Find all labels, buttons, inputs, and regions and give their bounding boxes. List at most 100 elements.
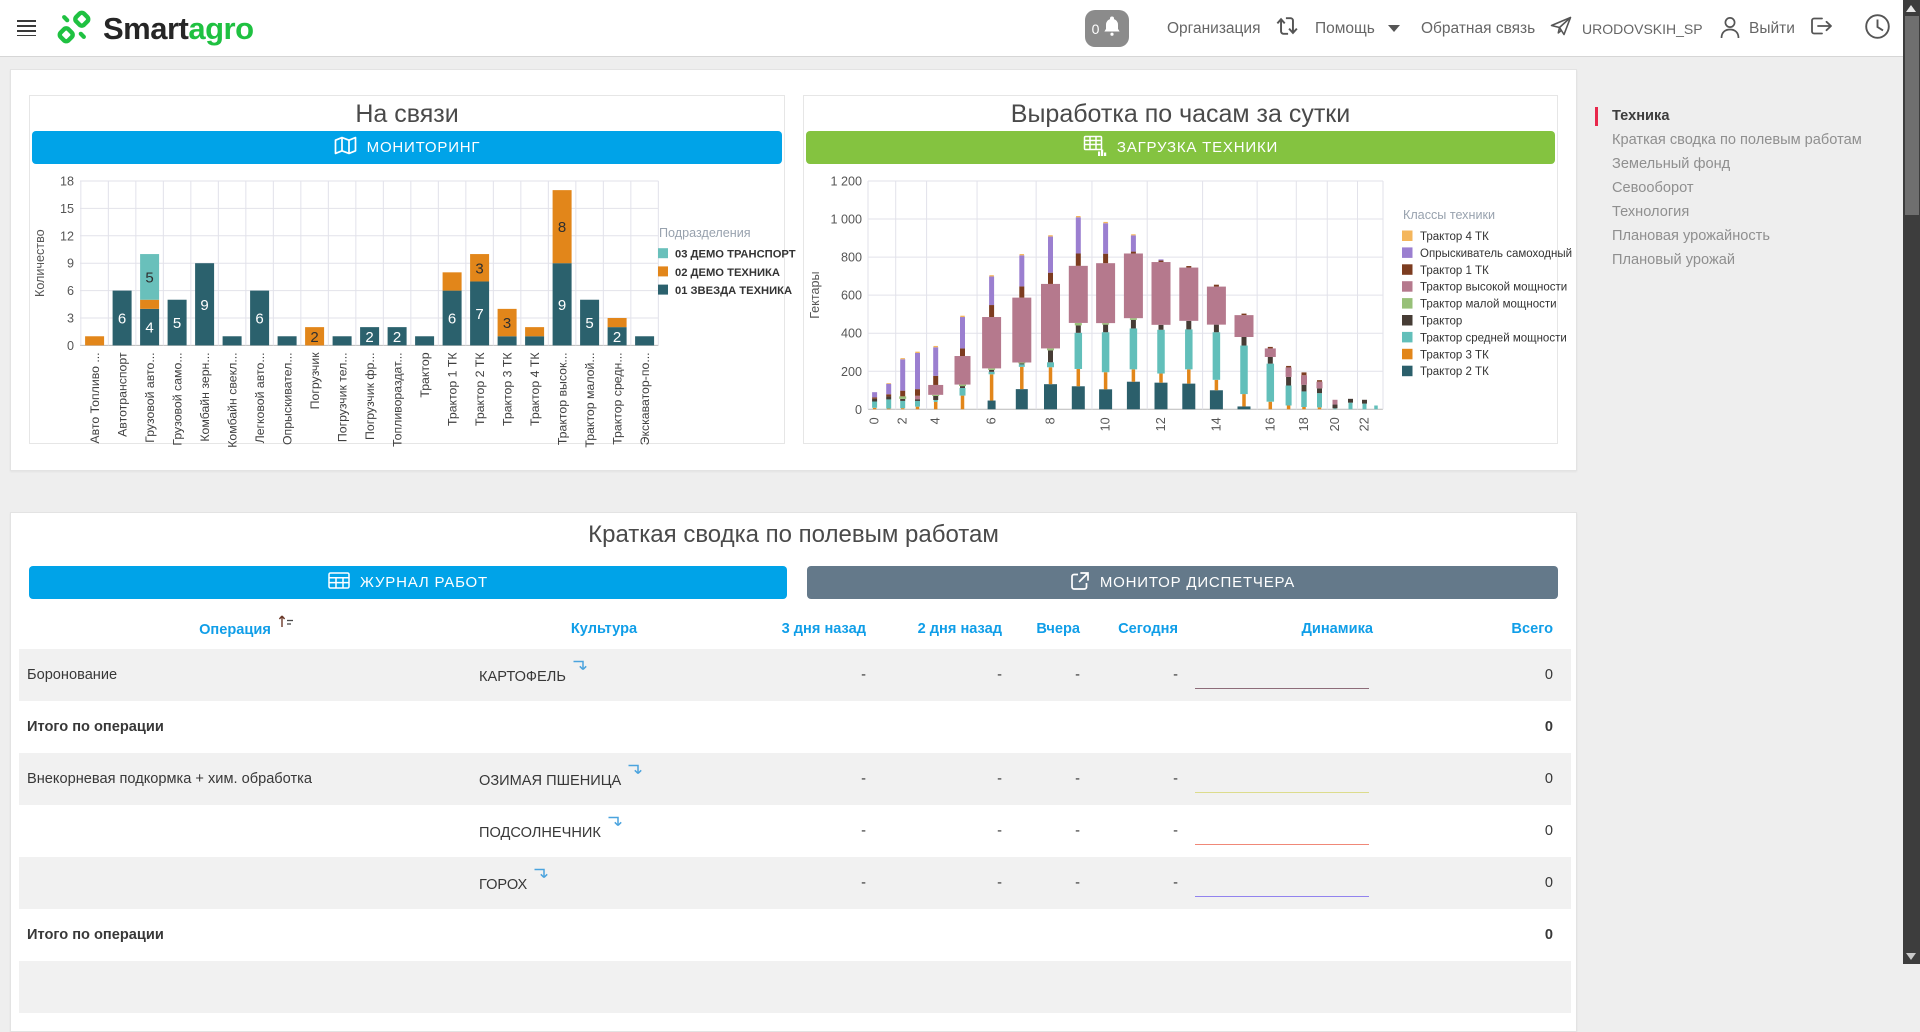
sidebar-item-1[interactable]: Техника: [1586, 104, 1896, 128]
svg-text:Трактор 4 ТК: Трактор 4 ТК: [1420, 231, 1489, 243]
svg-text:6: 6: [448, 311, 456, 328]
col-yesterday[interactable]: Вчера: [1036, 620, 1080, 637]
cell-2days: [866, 701, 1002, 753]
cell-today: -: [1173, 823, 1178, 839]
drilldown-icon[interactable]: [627, 764, 644, 782]
svg-text:0: 0: [855, 403, 862, 417]
cell-culture[interactable]: КАРТОФЕЛЬ: [474, 649, 734, 701]
cell-total: 0: [1544, 667, 1553, 683]
svg-text:5: 5: [145, 269, 153, 286]
field-works-table: Операция Культура 3 дня назад 2 дня: [19, 608, 1571, 1013]
col-total[interactable]: Всего: [1511, 620, 1553, 637]
sidebar-item-2[interactable]: Краткая сводка по полевым работам: [1612, 132, 1862, 148]
help-label: Помощь: [1315, 19, 1375, 37]
cell-today: -: [1173, 667, 1178, 683]
dynamics-sparkline: [1195, 843, 1369, 845]
monitoring-button-label: МОНИТОРИНГ: [366, 139, 481, 156]
sidebar-item-6[interactable]: Плановая урожайность: [1612, 228, 1770, 244]
svg-text:2: 2: [310, 329, 318, 346]
feedback-menu[interactable]: Обратная связь: [1421, 0, 1573, 57]
cell-2days: -: [997, 771, 1002, 787]
dispatcher-monitor-button[interactable]: МОНИТОР ДИСПЕТЧЕРА: [807, 566, 1558, 599]
monitoring-button[interactable]: МОНИТОРИНГ: [32, 131, 782, 164]
field-works-panel: Краткая сводка по полевым работам ЖУРНАЛ…: [10, 512, 1577, 1032]
logo-emblem-icon: [52, 5, 96, 54]
notifications-button[interactable]: 0: [1085, 10, 1129, 47]
dynamics-sparkline: [1195, 895, 1369, 897]
organization-menu[interactable]: Организация: [1167, 0, 1300, 57]
help-menu[interactable]: Помощь: [1315, 0, 1400, 57]
svg-text:Трактор высокой мощности: Трактор высокой мощности: [1420, 282, 1567, 294]
cell-3days: -: [861, 823, 866, 839]
cell-culture[interactable]: ОЗИМАЯ ПШЕНИЦА: [474, 753, 734, 805]
svg-text:01 ЗВЕЗДА ТЕХНИКА: 01 ЗВЕЗДА ТЕХНИКА: [675, 285, 792, 297]
svg-text:Трактор малой мощности: Трактор малой мощности: [1420, 299, 1557, 311]
cell-2days: -: [997, 823, 1002, 839]
cell-dynamics: [1178, 649, 1373, 701]
notifications-count: 0: [1091, 20, 1100, 37]
svg-text:6: 6: [985, 417, 999, 424]
svg-text:0: 0: [67, 339, 74, 353]
journal-button[interactable]: ЖУРНАЛ РАБОТ: [29, 566, 787, 599]
svg-text:14: 14: [1209, 417, 1223, 431]
table-icon: [328, 572, 350, 593]
user-menu[interactable]: URODOVSKIH_SP: [1582, 0, 1742, 57]
sidebar-item-3[interactable]: Земельный фонд: [1612, 156, 1731, 172]
bell-icon: [1102, 15, 1122, 42]
svg-text:5: 5: [173, 315, 181, 332]
logout-button[interactable]: Выйти: [1749, 0, 1834, 57]
col-today[interactable]: Сегодня: [1118, 620, 1178, 637]
cell-total: 0: [1544, 823, 1553, 839]
cell-operation: Боронование: [27, 667, 118, 683]
svg-text:Трактор 2 ТК: Трактор 2 ТК: [1420, 366, 1489, 378]
svg-text:20: 20: [1328, 417, 1342, 431]
col-2days[interactable]: 2 дня назад: [917, 620, 1002, 637]
svg-text:Комбайн свекл...: Комбайн свекл...: [226, 352, 240, 447]
cell-dynamics: [1178, 753, 1373, 805]
page-scrollbar[interactable]: [1903, 0, 1920, 964]
scroll-down-icon[interactable]: [1906, 953, 1916, 960]
svg-text:6: 6: [67, 284, 74, 298]
svg-text:3: 3: [503, 315, 511, 332]
col-culture[interactable]: Культура: [570, 620, 638, 637]
sidebar-item-7[interactable]: Плановый урожай: [1612, 252, 1735, 268]
drilldown-icon[interactable]: [607, 816, 624, 834]
svg-text:Автотранспорт: Автотранспорт: [116, 352, 130, 437]
top-bar: Smartagro 0 Организация Помощь Обратная …: [0, 0, 1920, 57]
history-button[interactable]: [1864, 0, 1891, 57]
external-link-icon: [1070, 571, 1090, 595]
load-equipment-button[interactable]: ЗАГРУЗКА ТЕХНИКИ: [806, 131, 1555, 164]
svg-text:Погрузчик: Погрузчик: [308, 352, 322, 410]
output-by-hour-chart: 0 200 400 600 800 1 000 1 200 Гектары 0 2 4 6 8 10 12 1…: [808, 175, 1572, 432]
scrollbar-thumb[interactable]: [1904, 16, 1919, 215]
cell-culture: [474, 701, 734, 753]
drilldown-icon[interactable]: [533, 868, 550, 886]
svg-text:18: 18: [1297, 417, 1311, 431]
cell-today: [1080, 909, 1178, 961]
svg-text:Трактор 4 ТК: Трактор 4 ТК: [528, 352, 542, 426]
cell-today: [1080, 701, 1178, 753]
cell-culture[interactable]: ГОРОХ: [474, 857, 734, 909]
cell-operation: Внекорневая подкормка + хим. обработка: [27, 771, 312, 787]
svg-text:Авто Топливо ...: Авто Топливо ...: [88, 352, 102, 443]
table-total-row: Итого по операции 0: [19, 909, 1571, 961]
cell-3days: [734, 909, 866, 961]
col-operation[interactable]: Операция: [19, 608, 474, 649]
menu-icon[interactable]: [17, 20, 36, 37]
sidebar-item-4[interactable]: Севооборот: [1612, 180, 1694, 196]
col-3days[interactable]: 3 дня назад: [781, 620, 866, 637]
svg-text:3: 3: [67, 312, 74, 326]
app-logo[interactable]: Smartagro: [52, 7, 254, 51]
total-label: Итого по операции: [27, 927, 164, 943]
sort-icon: [274, 615, 294, 632]
svg-text:7: 7: [475, 306, 483, 323]
scroll-up-icon[interactable]: [1906, 5, 1916, 12]
cell-3days: -: [861, 875, 866, 891]
svg-text:Легковой авто...: Легковой авто...: [253, 352, 267, 443]
map-icon: [334, 136, 357, 159]
cell-culture[interactable]: ПОДСОЛНЕЧНИК: [474, 805, 734, 857]
drilldown-icon[interactable]: [572, 660, 589, 678]
col-dynamics[interactable]: Динамика: [1301, 620, 1374, 637]
svg-text:18: 18: [60, 175, 74, 189]
sidebar-item-5[interactable]: Технология: [1612, 204, 1690, 220]
